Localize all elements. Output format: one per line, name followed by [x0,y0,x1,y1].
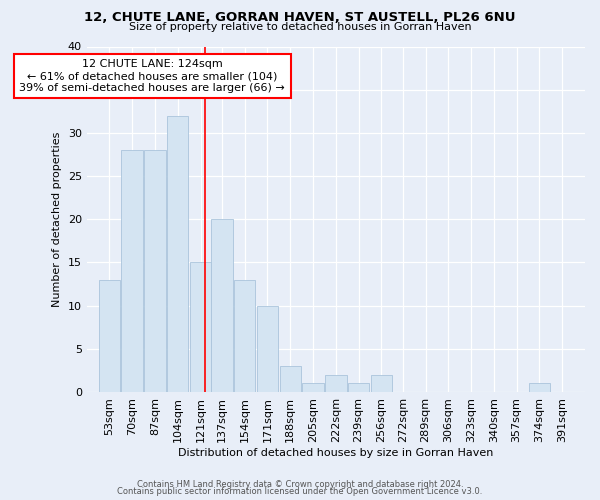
Bar [257,306,278,392]
Bar [302,384,324,392]
Text: Size of property relative to detached houses in Gorran Haven: Size of property relative to detached ho… [128,22,472,32]
Bar [121,150,143,392]
Y-axis label: Number of detached properties: Number of detached properties [52,132,62,307]
Text: Contains HM Land Registry data © Crown copyright and database right 2024.: Contains HM Land Registry data © Crown c… [137,480,463,489]
Bar [190,262,211,392]
Text: 12 CHUTE LANE: 124sqm
← 61% of detached houses are smaller (104)
39% of semi-det: 12 CHUTE LANE: 124sqm ← 61% of detached … [19,60,285,92]
Bar [234,280,256,392]
Bar [211,219,233,392]
Bar [98,280,120,392]
Text: 12, CHUTE LANE, GORRAN HAVEN, ST AUSTELL, PL26 6NU: 12, CHUTE LANE, GORRAN HAVEN, ST AUSTELL… [84,11,516,24]
Bar [529,384,550,392]
Bar [280,366,301,392]
Bar [371,374,392,392]
Bar [144,150,166,392]
Text: Contains public sector information licensed under the Open Government Licence v3: Contains public sector information licen… [118,487,482,496]
Bar [348,384,370,392]
X-axis label: Distribution of detached houses by size in Gorran Haven: Distribution of detached houses by size … [178,448,493,458]
Bar [325,374,347,392]
Bar [167,116,188,392]
